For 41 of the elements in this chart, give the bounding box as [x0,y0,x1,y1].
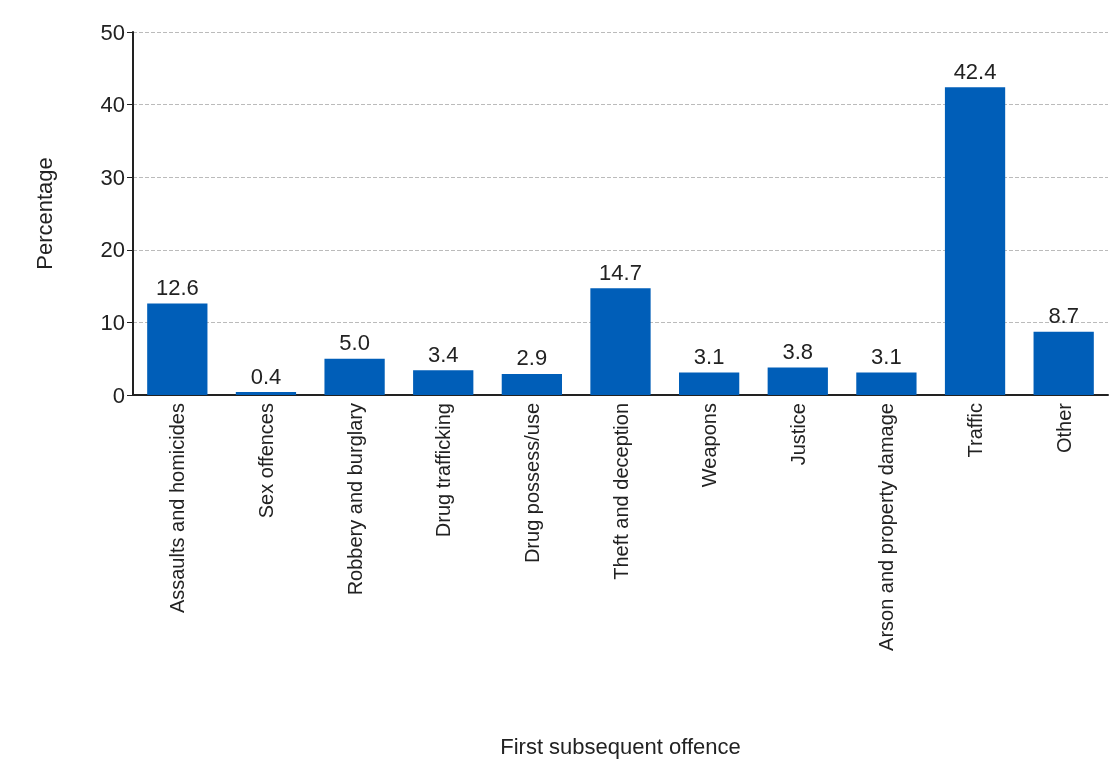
x-tick-label: Traffic [964,403,987,458]
x-tick-label: Drug trafficking [432,403,455,538]
x-axis-title: First subsequent offence [500,733,741,759]
data-label: 12.6 [155,275,199,301]
bar [413,370,474,395]
bar [501,373,562,395]
data-label: 8.7 [1048,303,1079,329]
y-tick-label: 0 [112,382,125,408]
bar [235,392,297,395]
bar [679,372,740,395]
bar [324,358,385,395]
y-tick-label: 20 [100,237,125,263]
x-tick-label: Drug possess/use [520,403,543,564]
data-label: 3.4 [427,341,459,367]
data-label: 3.1 [693,343,725,369]
data-label: 3.1 [871,343,902,369]
x-tick-label: Assaults and homicides [166,403,189,614]
data-label: 14.7 [599,259,642,285]
x-tick-label: Justice [786,403,809,466]
x-tick-label: Robbery and burglary [343,403,366,596]
data-label: 42.4 [953,58,997,84]
x-tick-label: Weapons [698,403,721,488]
bar [147,303,208,395]
data-label: 3.8 [782,338,814,364]
bar [590,288,651,395]
y-tick-label: 50 [100,19,125,45]
bar [944,87,1006,395]
x-tick-label: Arson and property damage [875,403,898,651]
y-axis-title: Percentage [31,157,57,270]
y-tick-label: 10 [100,309,125,335]
data-label: 0.4 [250,363,282,389]
bar [856,372,917,395]
data-label: 2.9 [516,345,548,371]
bar [767,367,828,395]
y-tick-label: 40 [100,92,125,118]
x-tick-label: Sex offences [254,403,277,519]
x-tick-label: Theft and deception [609,403,632,580]
y-tick-label: 30 [100,164,125,190]
bar [1033,331,1094,395]
data-label: 5.0 [339,330,370,356]
x-tick-label: Other [1052,402,1075,454]
